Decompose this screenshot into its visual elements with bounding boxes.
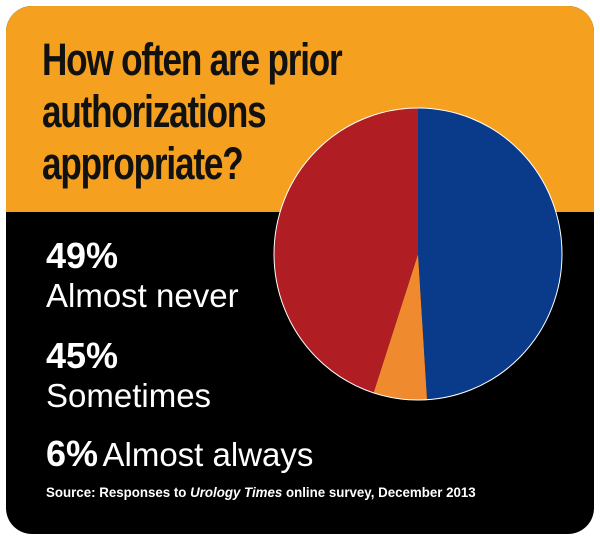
stat-label: Almost never	[46, 277, 239, 314]
pie-slice-sometimes	[274, 108, 418, 393]
stat-almost-always: 6% Almost always	[46, 434, 313, 482]
title-line-1: How often are prior	[42, 34, 343, 85]
stat-value: 49%	[46, 235, 119, 276]
stat-label: Sometimes	[46, 377, 212, 414]
source-prefix: Source: Responses to	[46, 484, 191, 500]
pie-slice-almost-always	[373, 254, 428, 400]
stat-value: 6%	[46, 433, 99, 474]
source-note: Source: Responses to Urology Times onlin…	[46, 484, 476, 500]
chart-title: How often are prior authorizations appro…	[42, 34, 401, 190]
stat-value: 45%	[46, 335, 119, 376]
pie-slice-almost-never	[418, 108, 563, 400]
stat-label: Almost always	[102, 436, 314, 473]
title-line-3: appropriate?	[42, 138, 244, 189]
title-line-2: authorizations	[42, 86, 267, 137]
source-publication: Urology Times	[190, 484, 283, 500]
pie-outline	[273, 107, 563, 401]
source-suffix: online survey, December 2013	[282, 484, 476, 500]
stat-sometimes: 45% Sometimes	[46, 336, 211, 416]
stat-almost-never: 49% Almost never	[46, 236, 239, 316]
